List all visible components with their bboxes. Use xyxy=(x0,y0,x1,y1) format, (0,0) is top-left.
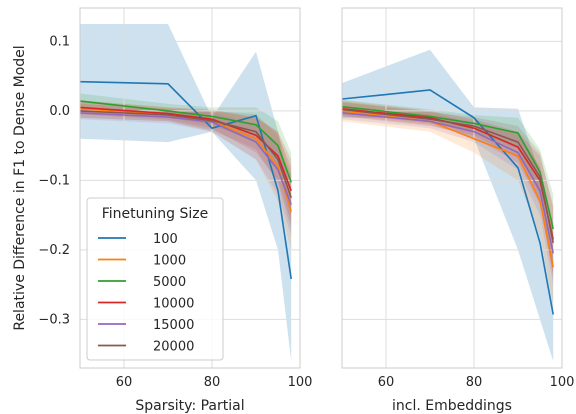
band-100 xyxy=(80,24,292,362)
tick-labels: 60 80 100 0.1 0.0 −0.1 −0.2 −0.3 60 80 100 xyxy=(38,34,574,390)
legend: Finetuning Size 100 1000 5000 10000 15000 200… xyxy=(86,197,224,361)
band-5000 xyxy=(80,93,292,216)
x-tick-label: 80 xyxy=(466,375,483,390)
axes-frame xyxy=(79,7,301,369)
axes-frames xyxy=(79,7,563,369)
line-20000 xyxy=(79,110,292,198)
band-1000 xyxy=(80,100,292,250)
x-tick-label: 80 xyxy=(204,375,221,390)
line-10000 xyxy=(79,106,292,192)
legend-label-20000: 20000 xyxy=(153,340,194,355)
y-tick-label: −0.3 xyxy=(38,312,70,327)
axes-frame xyxy=(341,7,563,369)
band-20000 xyxy=(342,102,554,278)
legend-label-1000: 1000 xyxy=(153,254,186,269)
y-axis-label: Relative Difference in F1 to Dense Model xyxy=(12,45,28,330)
x-tick-label: 100 xyxy=(288,375,313,390)
y-tick-label: −0.1 xyxy=(38,173,70,188)
y-tick-label: 0.1 xyxy=(49,34,70,49)
line-5000 xyxy=(341,105,554,230)
series-lines xyxy=(79,80,554,315)
band-10000 xyxy=(80,100,292,223)
line-5000 xyxy=(79,100,292,183)
x-tick-label: 60 xyxy=(116,375,133,390)
x-axis-label-embeddings: incl. Embeddings xyxy=(392,398,512,414)
x-tick-label: 60 xyxy=(378,375,395,390)
legend-items: 100 1000 5000 10000 15000 20000 xyxy=(98,232,194,355)
band-1000 xyxy=(342,100,554,306)
x-tick-label: 100 xyxy=(550,375,575,390)
y-tick-label: 0.0 xyxy=(49,104,70,119)
band-5000 xyxy=(342,99,554,264)
line-15000 xyxy=(341,112,554,254)
x-axis-label-partial: Sparsity: Partial xyxy=(135,398,244,414)
y-tick-label: −0.2 xyxy=(38,243,70,258)
band-100 xyxy=(342,49,554,362)
band-15000 xyxy=(342,106,554,285)
legend-label-5000: 5000 xyxy=(153,275,186,290)
band-15000 xyxy=(80,106,292,236)
line-15000 xyxy=(79,112,292,205)
line-20000 xyxy=(341,108,554,244)
legend-label-15000: 15000 xyxy=(153,318,194,333)
confidence-bands-partial xyxy=(80,24,292,362)
legend-label-10000: 10000 xyxy=(153,297,194,312)
legend-title: Finetuning Size xyxy=(102,206,208,222)
line-100 xyxy=(79,80,292,280)
band-20000 xyxy=(80,103,292,229)
legend-label-100: 100 xyxy=(153,232,178,247)
